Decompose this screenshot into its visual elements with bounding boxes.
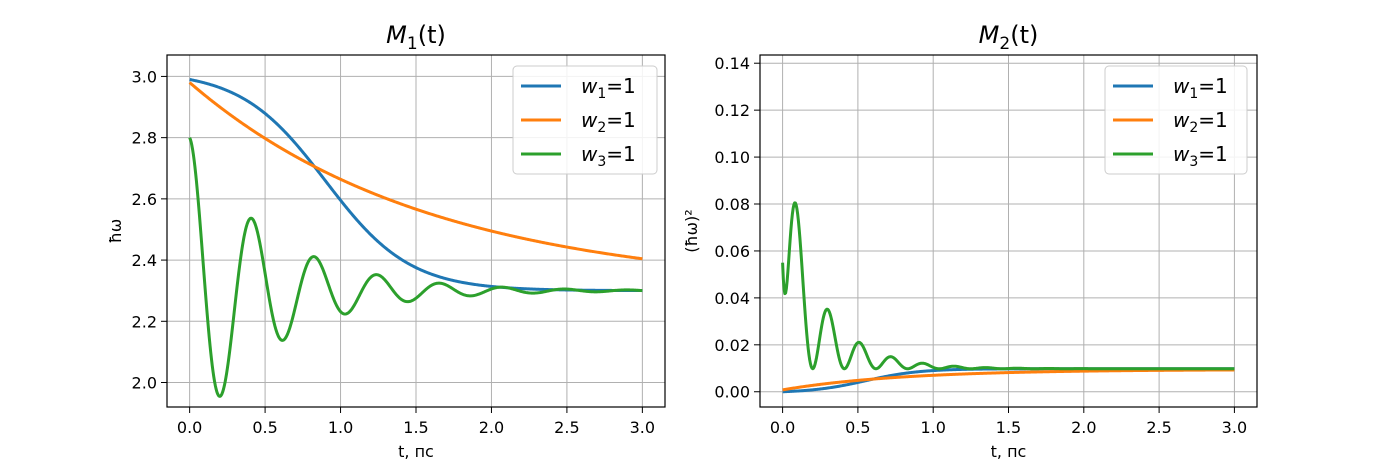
legend-label-w1: w1=1 [1173,74,1228,102]
y-tick-label: 0.14 [714,54,750,73]
legend-label-w2: w2=1 [581,108,636,136]
y-tick-label: 2.4 [132,251,157,270]
x-tick-label: 0.0 [177,418,202,437]
y-tick-label: 0.04 [714,289,750,308]
x-axis-label: t, пс [991,442,1027,461]
y-tick-label: 2.6 [132,190,157,209]
y-axis-label: ħω [106,219,125,244]
y-tick-label: 0.06 [714,242,750,261]
x-tick-label: 2.0 [1071,418,1096,437]
y-tick-label: 0.08 [714,195,750,214]
y-tick-label: 3.0 [132,67,157,86]
legend-label-w2: w2=1 [1173,108,1228,136]
legend-box [512,65,658,175]
x-tick-label: 2.0 [479,418,504,437]
series-line-w2 [188,81,644,261]
y-tick-label: 0.12 [714,101,750,120]
series-line-w3 [188,137,644,398]
chart-title: M1(t) [386,21,446,54]
x-tick-label: 1.5 [403,418,428,437]
y-axis-label: (ħω)² [682,209,701,252]
y-tick-label: 0.02 [714,336,750,355]
legend-label-w1: w1=1 [581,74,636,102]
x-tick-label: 2.5 [554,418,579,437]
legend: w1=1 w2=1 w3=1 [1104,65,1248,175]
legend-label-w3: w3=1 [581,142,636,170]
legend-label-w3: w3=1 [1173,142,1228,170]
x-tick-label: 0.0 [770,418,795,437]
series-line-w3 [781,201,1236,371]
series-line-w2 [781,368,1236,392]
chart-title: M2(t) [979,21,1039,54]
y-tick-label: 0.00 [714,383,750,402]
x-tick-label: 2.5 [1146,418,1171,437]
x-tick-label: 3.0 [630,418,655,437]
x-tick-label: 1.5 [996,418,1021,437]
x-tick-label: 0.5 [845,418,870,437]
y-tick-label: 0.10 [714,148,750,167]
x-tick-label: 0.5 [252,418,277,437]
x-tick-label: 1.0 [328,418,353,437]
y-tick-label: 2.0 [132,374,157,393]
x-tick-label: 1.0 [920,418,945,437]
chart-m1: 0.0 0.5 1.0 1.5 2.0 2.5 3.0 2.0 2.2 2.4 2.6 2.8 3.0 t… [106,21,666,461]
x-axis-label: t, пс [398,442,434,461]
x-tick-label: 3.0 [1222,418,1247,437]
y-tick-label: 2.2 [132,312,157,331]
legend: w1=1 w2=1 w3=1 [512,65,658,175]
y-tick-label: 2.8 [132,129,157,148]
legend-box [1104,65,1248,175]
chart-m2: 0.0 0.5 1.0 1.5 2.0 2.5 3.0 0.00 0.02 0.04 0.06 0.0… [682,21,1258,461]
